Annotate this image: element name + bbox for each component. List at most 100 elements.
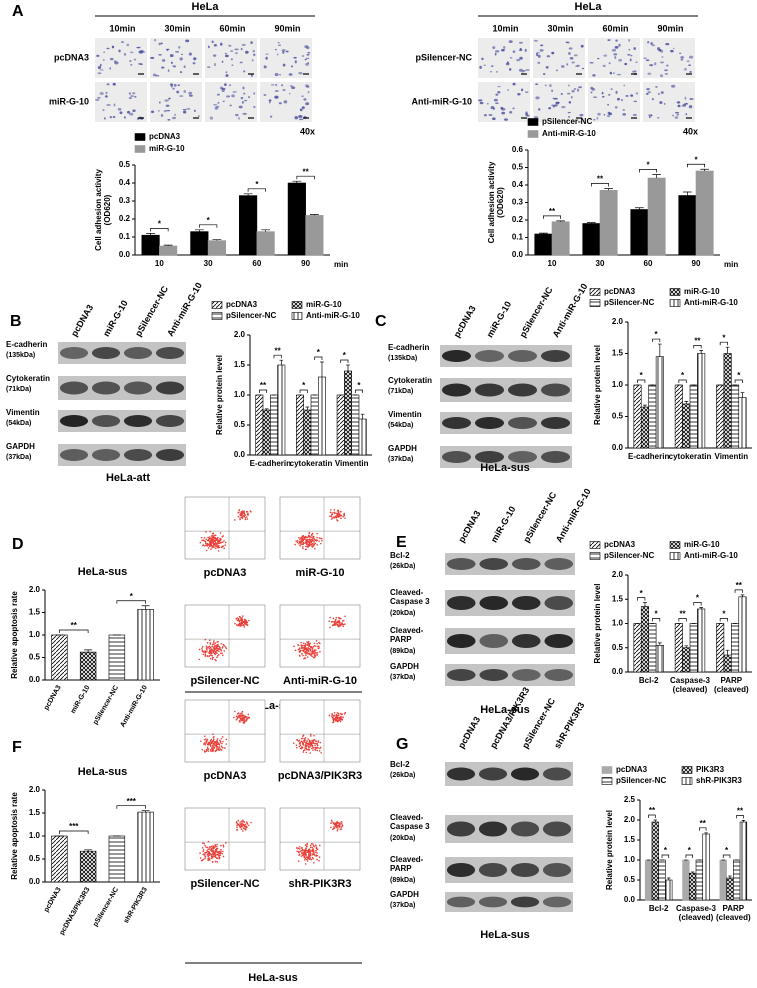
cell xyxy=(556,69,558,72)
y-tick-label: 0.0 xyxy=(512,250,524,259)
band xyxy=(510,767,540,781)
event-dot xyxy=(214,544,217,546)
panel-letter: C xyxy=(375,313,387,330)
event-dot xyxy=(318,647,320,649)
cell xyxy=(607,39,611,42)
significance-label: * xyxy=(646,161,650,170)
legend-swatch xyxy=(589,288,601,296)
event-dot xyxy=(210,548,212,551)
event-dot xyxy=(244,514,247,516)
event-dot xyxy=(316,532,318,535)
event-dot xyxy=(241,710,244,713)
y-tick-label: 1.5 xyxy=(29,808,41,817)
event-dot xyxy=(219,741,222,744)
band xyxy=(123,415,153,427)
cell xyxy=(173,65,176,68)
cell xyxy=(567,115,571,118)
band xyxy=(542,862,572,878)
event-dot xyxy=(342,515,344,518)
legend-swatch xyxy=(669,552,681,560)
error-bar xyxy=(279,359,284,365)
y-tick-label: 0.0 xyxy=(119,250,131,259)
event-dot xyxy=(247,824,250,827)
cell xyxy=(659,101,663,104)
cell xyxy=(298,115,303,118)
event-dot xyxy=(242,827,245,830)
blot xyxy=(58,342,186,364)
event-dot xyxy=(214,644,216,647)
cell xyxy=(186,107,191,110)
event-dot xyxy=(200,740,202,743)
cell xyxy=(129,51,134,54)
cell xyxy=(615,90,618,94)
cell xyxy=(230,58,233,61)
y-tick-label: 0.5 xyxy=(29,653,41,662)
band xyxy=(91,415,121,427)
cell xyxy=(275,83,278,87)
event-dot xyxy=(340,517,342,520)
cell xyxy=(571,90,575,93)
event-dot xyxy=(301,647,303,650)
x-tick-label: 30 xyxy=(204,259,213,268)
event-dot xyxy=(222,643,225,646)
cell xyxy=(206,66,211,69)
cell xyxy=(153,38,157,42)
event-dot xyxy=(201,847,204,849)
y-tick-label: 0.1 xyxy=(512,233,524,242)
legend-label: pSilencer-NC xyxy=(616,776,666,785)
event-dot xyxy=(296,539,299,542)
micrograph xyxy=(588,38,640,78)
event-dot xyxy=(239,716,241,719)
legend-label: pSilencer-NC xyxy=(226,311,276,320)
bar xyxy=(358,418,367,456)
blot-size: (54kDa) xyxy=(388,422,413,429)
cell xyxy=(512,50,516,53)
cell xyxy=(680,56,685,59)
event-dot xyxy=(225,738,228,741)
event-dot xyxy=(340,716,343,718)
event-dot xyxy=(305,548,307,550)
legend-label: pSilencer-NC xyxy=(604,551,654,560)
event-dot xyxy=(313,845,316,848)
time-label: 60min xyxy=(602,23,628,33)
event-dot xyxy=(311,739,313,742)
event-dot xyxy=(214,750,217,752)
event-dot xyxy=(243,715,246,718)
cell xyxy=(522,69,526,72)
event-dot xyxy=(313,547,316,550)
bar xyxy=(648,384,657,449)
cell xyxy=(113,103,116,107)
event-dot xyxy=(335,825,338,827)
cell xyxy=(194,109,196,113)
cell xyxy=(253,105,256,109)
bar xyxy=(647,177,666,256)
bar xyxy=(697,608,706,673)
bar xyxy=(674,384,683,449)
x-tick-label: miR-G-10 xyxy=(70,684,92,715)
event-dot xyxy=(204,738,207,740)
event-dot xyxy=(211,658,214,661)
error-bar xyxy=(684,401,689,404)
event-dot xyxy=(206,542,209,545)
band xyxy=(507,451,538,463)
event-dot xyxy=(208,655,210,658)
event-dot xyxy=(318,750,321,752)
lane-label: Anti-miR-G-10 xyxy=(551,282,590,339)
cell xyxy=(684,96,687,100)
significance-bracket xyxy=(722,854,731,858)
event-dot xyxy=(215,659,217,662)
event-dot xyxy=(299,744,302,747)
bar xyxy=(318,376,326,456)
cell xyxy=(616,73,622,76)
event-dot xyxy=(241,624,243,627)
y-tick-label: 0.2 xyxy=(119,214,131,223)
event-dot xyxy=(211,744,214,747)
cell xyxy=(167,69,170,73)
event-dot xyxy=(309,538,311,540)
cell xyxy=(568,84,570,87)
band xyxy=(446,862,476,878)
event-dot xyxy=(244,518,247,521)
cell xyxy=(633,100,638,103)
cell xyxy=(232,91,237,93)
event-dot xyxy=(208,846,211,848)
